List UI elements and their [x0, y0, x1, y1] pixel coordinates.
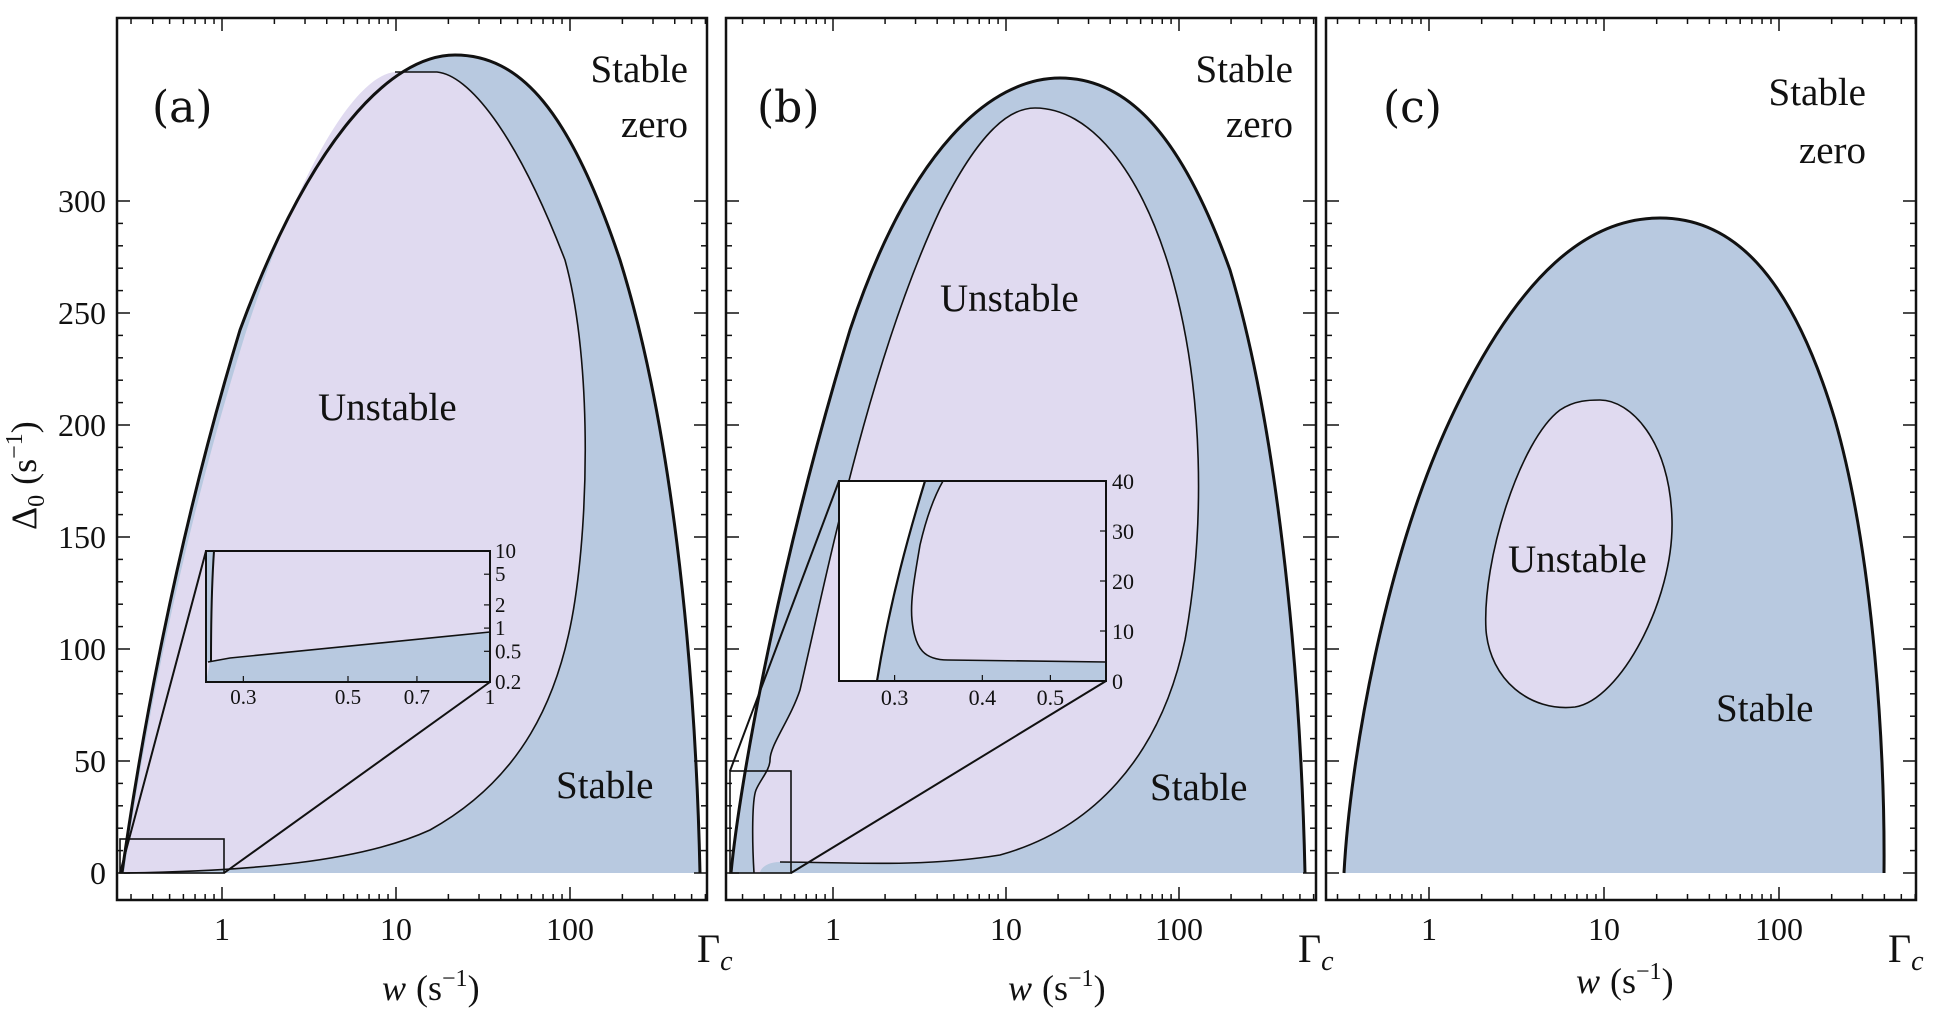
region-unstable-c: Unstable [1508, 538, 1647, 581]
inset-stable-region-a [206, 632, 490, 682]
y-tick-label: 0 [90, 855, 106, 891]
panel-a [115, 16, 709, 902]
corner-stable-a: Stable [591, 48, 688, 91]
x-tick-label-c: 10 [1588, 911, 1620, 947]
plot-frame-b [724, 16, 1318, 902]
inset-a-x-tick-label: 0.5 [335, 685, 361, 709]
unstable-region-a [124, 72, 586, 873]
inset-a-y-tick-label: 10 [495, 539, 516, 563]
inset-empty-region-b [839, 481, 925, 681]
inset-b-y-tick-label: 30 [1112, 519, 1134, 544]
inset-b-x-tick-label: 0.5 [1037, 685, 1065, 710]
y-tick-label: 300 [58, 183, 106, 219]
plot-frame-c [1324, 16, 1918, 902]
zoom-connector-a-1 [119, 550, 207, 874]
outer-boundary-a [120, 53, 702, 874]
x-tick-label-b: 1 [825, 911, 841, 947]
corner-zero-b: zero [1226, 103, 1293, 146]
region-stable-c: Stable [1716, 687, 1813, 730]
y-tick-label: 50 [74, 743, 106, 779]
y-axis-label: Δ0(s−1) [2, 421, 50, 530]
inset-a-x-tick-label: 0.3 [230, 685, 256, 709]
x-tick-label-c: 100 [1755, 911, 1803, 947]
inner-boundary-c [1484, 399, 1673, 709]
inset-unstable-region-b [911, 481, 1106, 662]
y-tick-label: 150 [58, 519, 106, 555]
inset-b-x-tick-label: 0.4 [969, 685, 997, 710]
zoom-box-a [119, 838, 225, 874]
panel-c [1324, 16, 1918, 902]
outer-boundary-c [1342, 216, 1886, 874]
x-tick-label-a: 10 [380, 911, 412, 947]
panel-label-c: (c) [1383, 82, 1442, 133]
inset-a [205, 550, 491, 683]
x-axis-label-c: w (s−1) [1576, 959, 1674, 1001]
y-tick-label: 200 [58, 407, 106, 443]
inset-b-x-tick-label: 0.3 [881, 685, 909, 710]
gamma-c-a: Γc [697, 926, 733, 977]
x-tick-label-b: 10 [990, 911, 1022, 947]
panel-label-a: (a) [152, 82, 213, 133]
inner-boundary-b [751, 107, 1200, 874]
inset-b [838, 480, 1107, 682]
region-stable-a: Stable [556, 764, 653, 807]
inset-b-y-tick-label: 40 [1112, 469, 1134, 494]
panel-b [724, 16, 1318, 902]
inset-a-y-tick-label: 5 [495, 562, 506, 586]
panel-label-b: (b) [757, 82, 820, 133]
outer-boundary-b [729, 76, 1307, 874]
corner-zero-c: zero [1799, 129, 1866, 172]
inset-a-x-tick-label: 0.7 [404, 685, 430, 709]
zoom-connector-b-1 [729, 480, 840, 772]
inner-boundary-a [123, 71, 587, 874]
unstable-region-c [1485, 400, 1673, 708]
x-tick-label-c: 1 [1421, 911, 1437, 947]
inset-a-x-tick-label: 1 [485, 685, 496, 709]
inset-b-y-tick-label: 20 [1112, 569, 1134, 594]
inset-a-y-tick-label: 0.5 [495, 639, 521, 663]
gamma-c-b: Γc [1298, 926, 1334, 977]
corner-stable-b: Stable [1196, 48, 1293, 91]
zoom-connector-a-2 [223, 681, 491, 874]
y-tick-label: 250 [58, 295, 106, 331]
corner-stable-c: Stable [1769, 71, 1866, 114]
region-unstable-b: Unstable [940, 277, 1079, 320]
region-stable-b: Stable [1150, 766, 1247, 809]
corner-zero-a: zero [621, 103, 688, 146]
plot-frame-a [115, 16, 709, 902]
x-axis-label-a: w (s−1) [382, 966, 480, 1008]
zoom-connector-b-2 [790, 680, 1107, 874]
inset-b-y-tick-label: 0 [1112, 669, 1123, 694]
region-unstable-a: Unstable [318, 386, 457, 429]
x-tick-label-a: 1 [214, 911, 230, 947]
x-tick-label-a: 100 [546, 911, 594, 947]
inset-b-y-tick-label: 10 [1112, 619, 1134, 644]
gamma-c-c: Γc [1888, 926, 1924, 977]
x-axis-label-b: w (s−1) [1008, 966, 1106, 1008]
inset-a-y-tick-label: 0.2 [495, 670, 521, 694]
y-tick-label: 100 [58, 631, 106, 667]
zoom-box-b [729, 770, 792, 874]
inset-a-y-tick-label: 1 [495, 616, 506, 640]
x-tick-label-b: 100 [1155, 911, 1203, 947]
inset-a-y-tick-label: 2 [495, 593, 506, 617]
